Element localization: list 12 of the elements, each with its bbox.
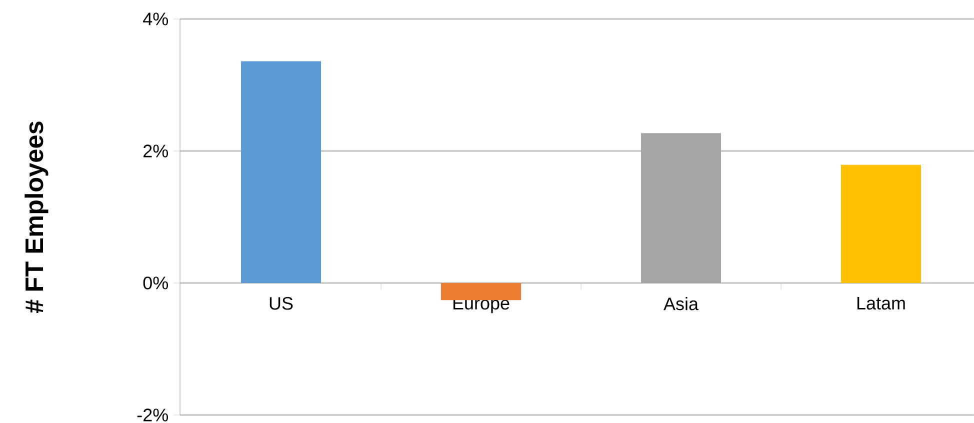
y-tick-label: 4% [143,12,168,26]
bar [441,282,522,300]
bar [641,133,721,283]
x-tick-label: US [270,297,293,310]
y-axis-title: # FT Employees [24,122,48,313]
x-tick-label: Asia [664,297,699,310]
bar [841,164,921,283]
y-tick-label: 0% [143,276,168,290]
x-tick-label: Latam [857,297,905,310]
y-tick-label: -2% [137,408,168,422]
y-tick-label: 2% [144,144,168,158]
bar [241,61,322,283]
